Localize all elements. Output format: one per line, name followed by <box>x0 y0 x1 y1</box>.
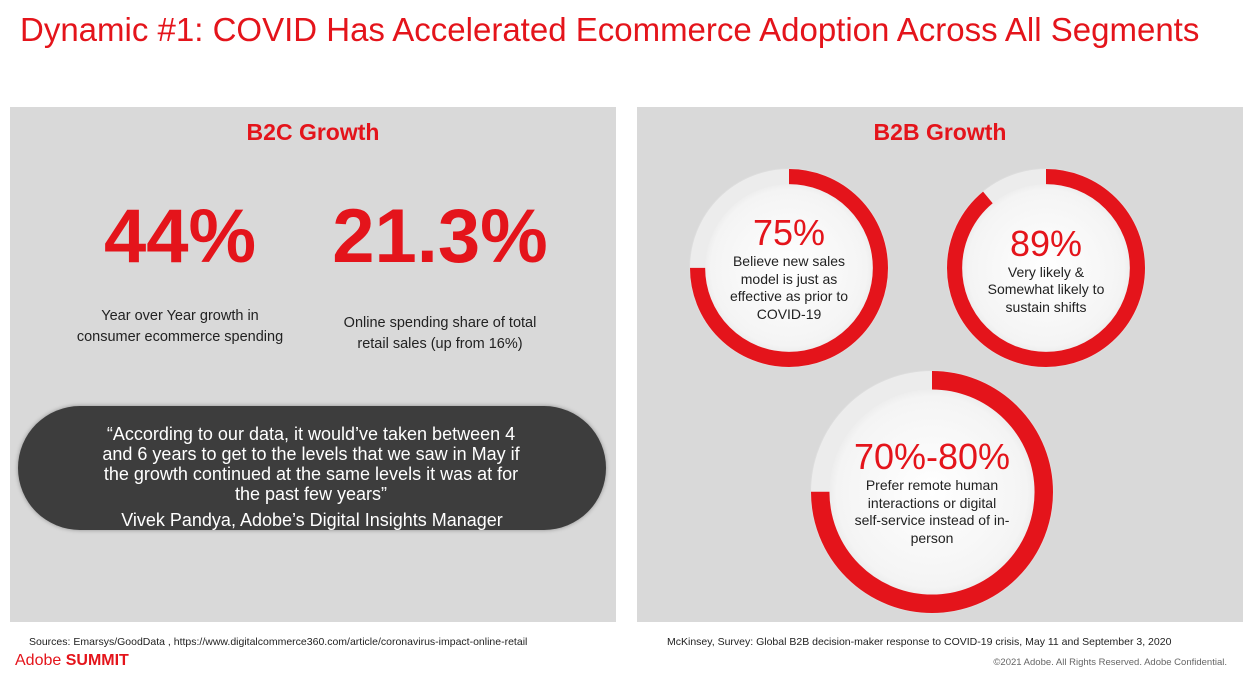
ring-label-line: person <box>910 529 954 546</box>
stat-yoy-caption-line: consumer ecommerce spending <box>76 329 284 345</box>
copyright: ©2021 Adobe. All Rights Reserved. Adobe … <box>993 657 1227 668</box>
ring-label-line: sustain shifts <box>1005 298 1087 315</box>
ring-label-line: model is just as <box>740 270 838 287</box>
ring-label-line: Somewhat likely to <box>987 281 1105 298</box>
ring-progress-arc <box>810 370 1054 614</box>
ring-content: 75% Believe new sales model is just as e… <box>688 167 890 369</box>
b2b-panel: B2B Growth 75% Believe new sales model i… <box>637 107 1243 622</box>
stat-yoy-caption: Year over Year growth in consumer ecomme… <box>50 306 310 348</box>
stat-online-caption: Online spending share of total retail sa… <box>310 313 570 355</box>
ring-label-line: interactions or digital <box>867 494 997 511</box>
b2b-heading: B2B Growth <box>873 119 1007 145</box>
brand-part2: SUMMIT <box>65 652 129 669</box>
ring-label-line: COVID-19 <box>756 305 822 322</box>
ring-content: 89% Very likely & Somewhat likely to sus… <box>945 167 1147 369</box>
adobe-summit-logo: Adobe SUMMIT <box>15 652 129 670</box>
b2c-source: Sources: Emarsys/GoodData , https://www.… <box>29 636 528 648</box>
b2b-source: McKinsey, Survey: Global B2B decision-ma… <box>667 636 1172 648</box>
stat-online-caption-line: retail sales (up from 16%) <box>357 336 523 352</box>
stat-yoy-growth: 44% <box>103 194 257 279</box>
quote-line: and 6 years to get to the levels that we… <box>102 444 520 464</box>
ring-label-line: self-service instead of in- <box>854 512 1010 528</box>
quote-text: “According to our data, it would’ve take… <box>84 424 538 504</box>
ring-sales-model: 75% Believe new sales model is just as e… <box>688 167 890 369</box>
ring-value: 75% <box>752 212 826 253</box>
ring-value: 89% <box>1009 222 1083 264</box>
ring-graphic <box>946 168 1146 368</box>
ring-remote-interactions: 70%-80% Prefer remote human interactions… <box>809 369 1055 615</box>
stat-online-caption-line: Online spending share of total <box>343 315 537 331</box>
ring-disc <box>946 168 1146 368</box>
ring-value: 70%-80% <box>853 436 1011 477</box>
ring-sustain-shifts: 89% Very likely & Somewhat likely to sus… <box>945 167 1147 369</box>
b2c-panel: B2C Growth 44% Year over Year growth in … <box>10 107 616 622</box>
stat-online-share: 21.3% <box>332 194 548 279</box>
ring-progress-arc <box>946 168 1146 368</box>
b2c-heading: B2C Growth <box>246 119 380 145</box>
quote-author: Vivek Pandya, Adobe’s Digital Insights M… <box>121 510 503 530</box>
ring-progress-arc <box>689 168 889 368</box>
quote-line: the past few years” <box>234 484 388 504</box>
quote-line: the growth continued at the same levels … <box>103 464 519 484</box>
page-title: Dynamic #1: COVID Has Accelerated Ecomme… <box>20 11 1200 48</box>
quote-line: “According to our data, it would’ve take… <box>106 424 516 444</box>
ring-content: 70%-80% Prefer remote human interactions… <box>809 369 1055 615</box>
ring-label-line: Believe new sales <box>732 253 846 269</box>
ring-graphic <box>810 370 1054 614</box>
ring-disc <box>689 168 889 368</box>
ring-label-line: Very likely & <box>1007 263 1085 280</box>
ring-graphic <box>689 168 889 368</box>
quote-box: “According to our data, it would’ve take… <box>18 406 606 530</box>
stat-yoy-caption-line: Year over Year growth in <box>101 308 259 324</box>
ring-disc <box>810 370 1054 614</box>
ring-label-line: effective as prior to <box>729 288 849 304</box>
brand-part1: Adobe <box>15 652 66 669</box>
ring-label-line: Prefer remote human <box>865 477 999 493</box>
